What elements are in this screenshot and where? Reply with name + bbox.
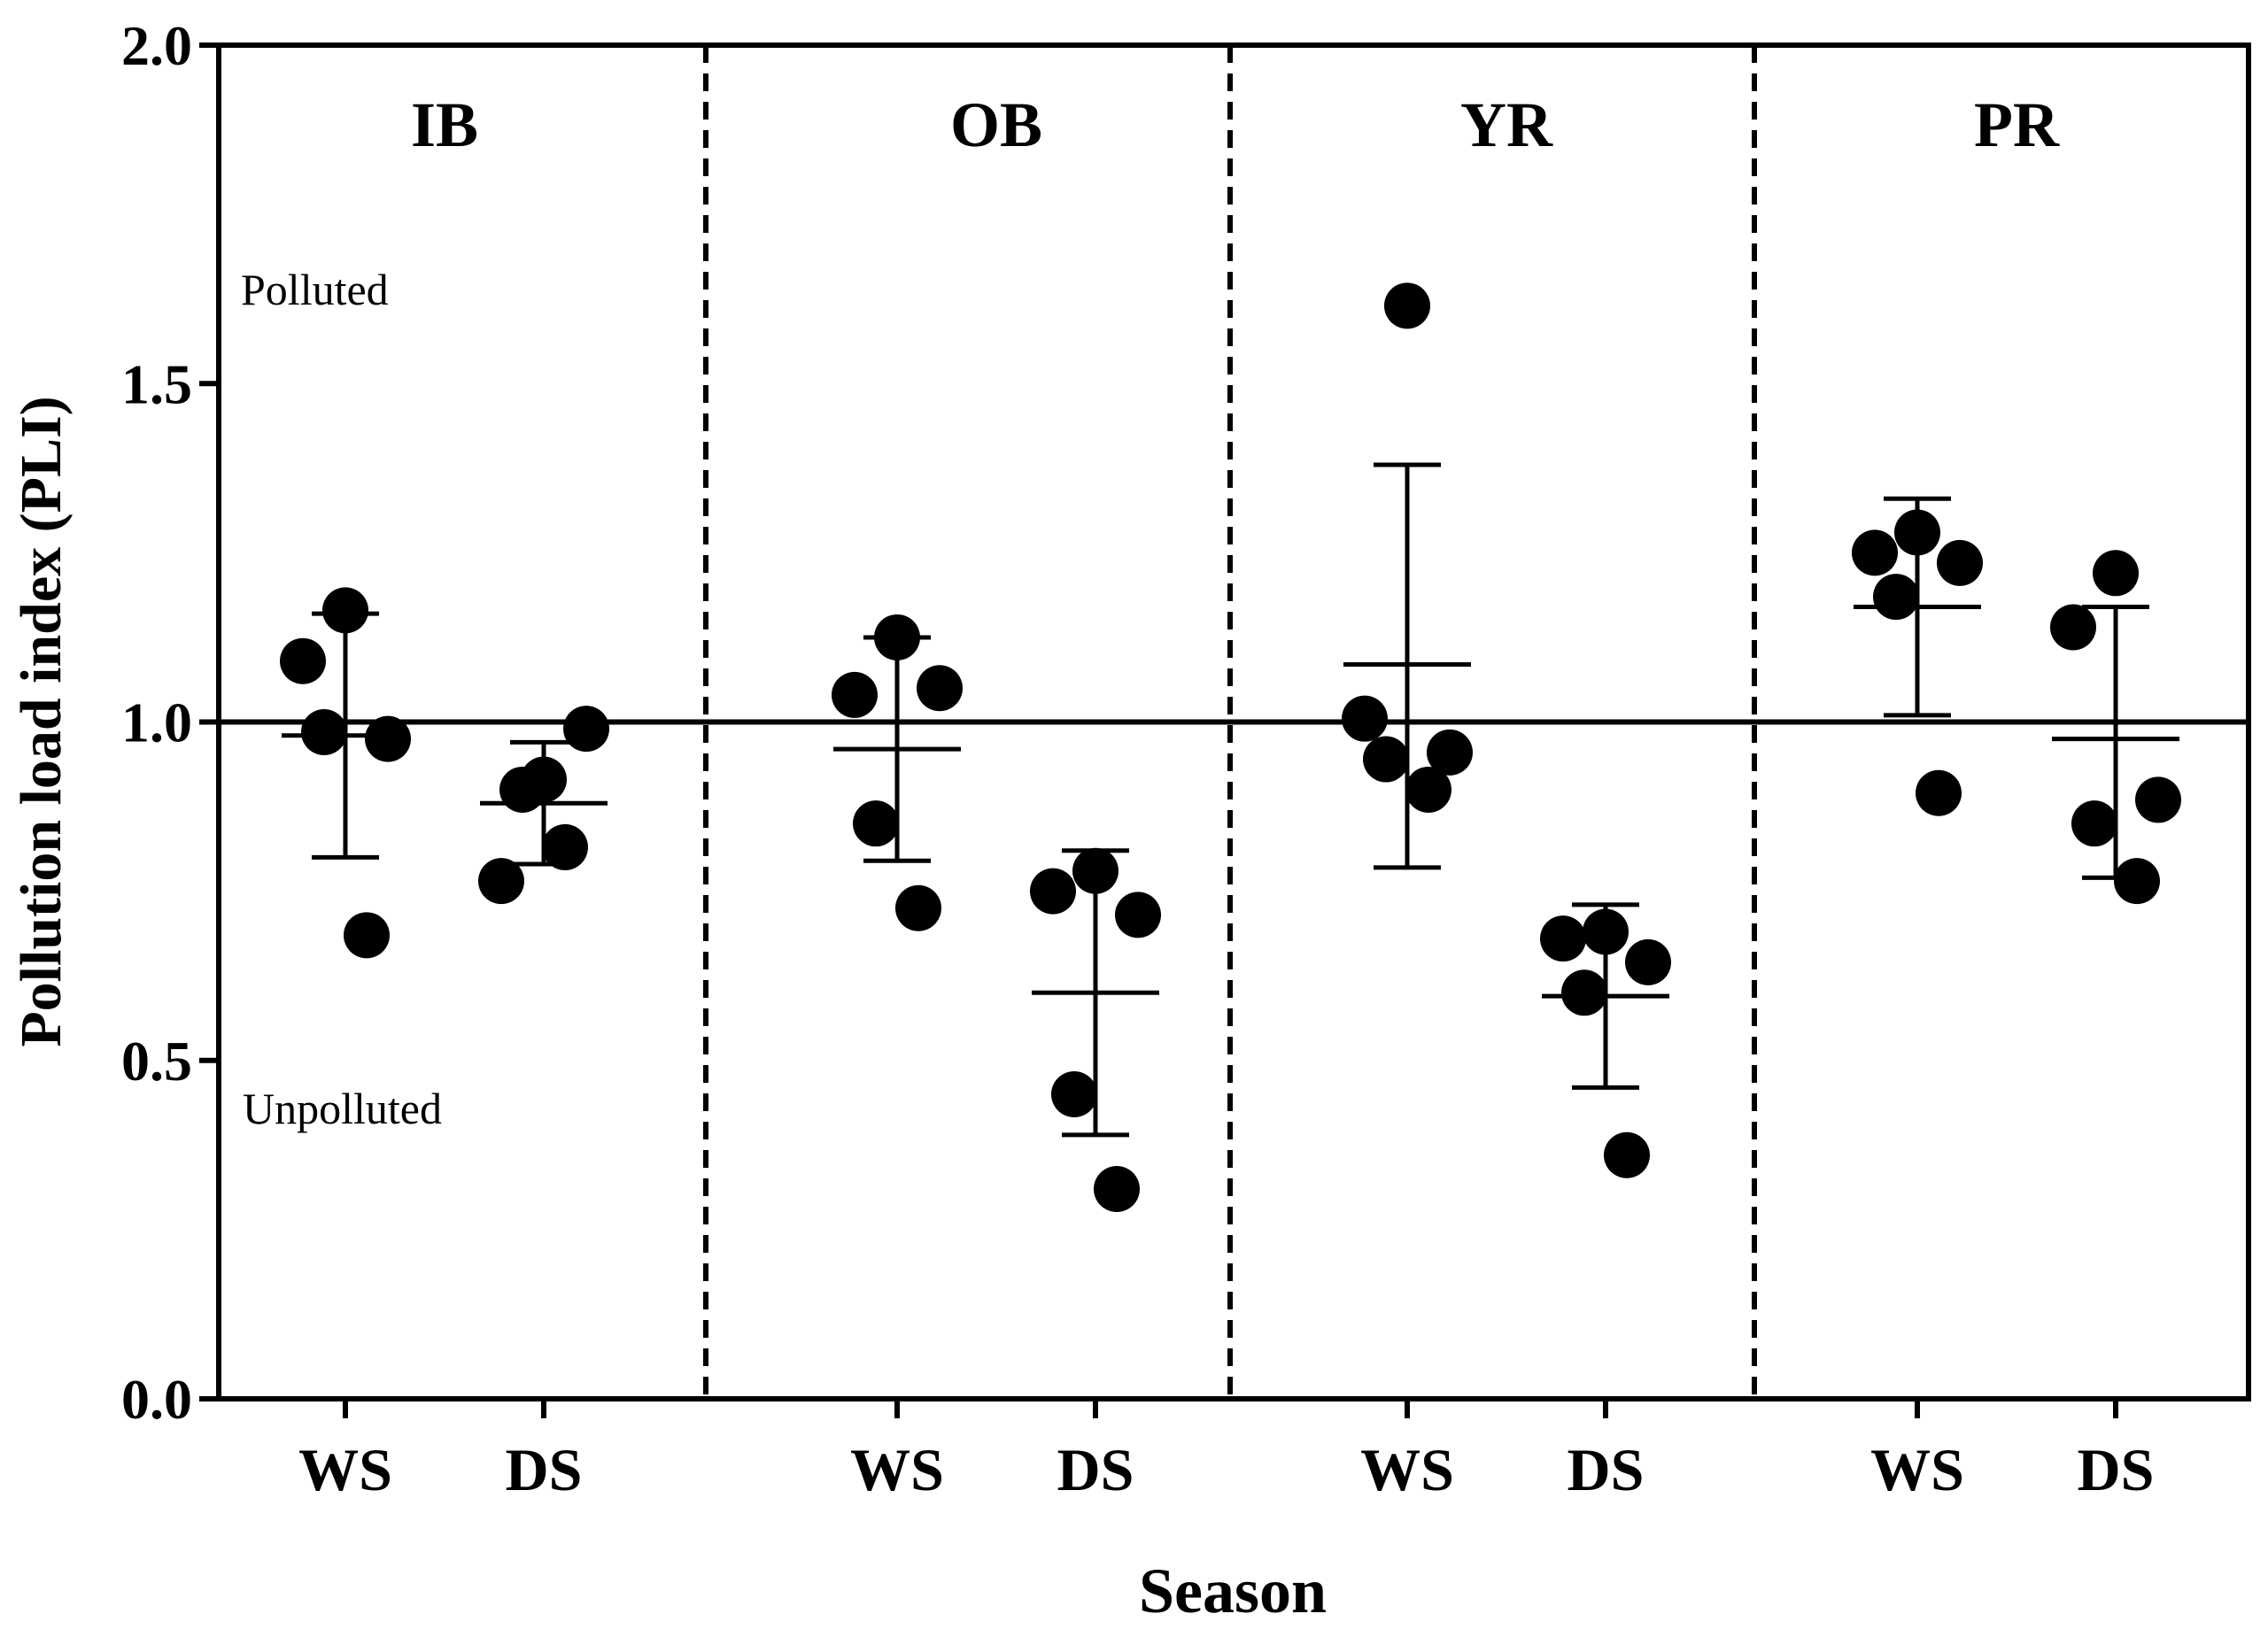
x-tick-label: WS bbox=[298, 1436, 392, 1503]
y-tick-label: 0.5 bbox=[121, 1030, 192, 1093]
x-tick-label: DS bbox=[506, 1436, 583, 1503]
data-point bbox=[1604, 1131, 1650, 1178]
data-point bbox=[2093, 550, 2139, 597]
unpolluted-label: Unpolluted bbox=[243, 1084, 442, 1133]
data-point bbox=[322, 587, 368, 634]
data-point bbox=[1894, 509, 1940, 556]
data-point bbox=[853, 800, 899, 847]
data-point bbox=[1583, 908, 1629, 955]
data-point bbox=[1051, 1070, 1097, 1117]
data-point bbox=[344, 912, 390, 959]
data-point bbox=[280, 637, 326, 684]
data-point bbox=[1363, 736, 1409, 783]
data-point bbox=[301, 708, 347, 755]
y-tick-label: 0.0 bbox=[121, 1368, 192, 1431]
data-point bbox=[542, 823, 588, 870]
x-tick-label: DS bbox=[1057, 1436, 1134, 1503]
data-point bbox=[2114, 858, 2160, 905]
data-point bbox=[1937, 539, 1983, 586]
data-point bbox=[1094, 1166, 1140, 1213]
panel-title: IB bbox=[411, 89, 478, 160]
data-point bbox=[1540, 915, 1586, 962]
y-tick-label: 1.0 bbox=[121, 691, 192, 754]
y-axis-title: Pollution load index (PLI) bbox=[9, 396, 74, 1046]
plot-frame bbox=[216, 42, 2251, 1401]
data-point bbox=[365, 715, 411, 762]
data-point bbox=[874, 614, 920, 660]
data-point bbox=[1852, 529, 1898, 576]
x-axis-title: Season bbox=[1139, 1556, 1327, 1626]
x-tick-label: DS bbox=[1567, 1436, 1645, 1503]
data-point bbox=[1625, 938, 1671, 985]
data-point bbox=[1916, 769, 1962, 816]
panel-title: OB bbox=[950, 89, 1042, 160]
panel-title: YR bbox=[1460, 89, 1553, 160]
data-point bbox=[1384, 282, 1430, 329]
polluted-label: Polluted bbox=[241, 265, 389, 314]
data-point bbox=[2050, 604, 2096, 651]
data-point bbox=[563, 706, 609, 753]
data-point bbox=[1342, 695, 1388, 742]
data-point bbox=[832, 671, 878, 718]
data-point bbox=[1072, 847, 1119, 894]
x-tick-label: WS bbox=[1360, 1436, 1454, 1503]
data-point bbox=[1561, 969, 1607, 1016]
data-point bbox=[2135, 776, 2181, 823]
data-point bbox=[917, 665, 963, 712]
y-tick-label: 2.0 bbox=[121, 14, 192, 77]
data-point bbox=[499, 766, 546, 813]
data-point bbox=[2071, 800, 2117, 847]
data-point bbox=[1873, 574, 1919, 621]
data-point bbox=[1427, 729, 1473, 776]
panel-title: PR bbox=[1974, 89, 2060, 160]
data-point bbox=[1405, 766, 1451, 813]
data-point bbox=[895, 884, 941, 931]
data-point bbox=[478, 858, 524, 905]
x-tick-label: DS bbox=[2078, 1436, 2155, 1503]
x-tick-label: WS bbox=[1870, 1436, 1964, 1503]
plot-area: 0.0 0.5 1.0 1.5 2.0 IB WS DS OB WS DS YR WS DS PR WS DS bbox=[121, 14, 2249, 1503]
data-point bbox=[1030, 868, 1076, 915]
y-tick-label: 1.5 bbox=[121, 352, 192, 415]
data-point bbox=[1115, 892, 1161, 938]
x-tick-label: WS bbox=[850, 1436, 944, 1503]
